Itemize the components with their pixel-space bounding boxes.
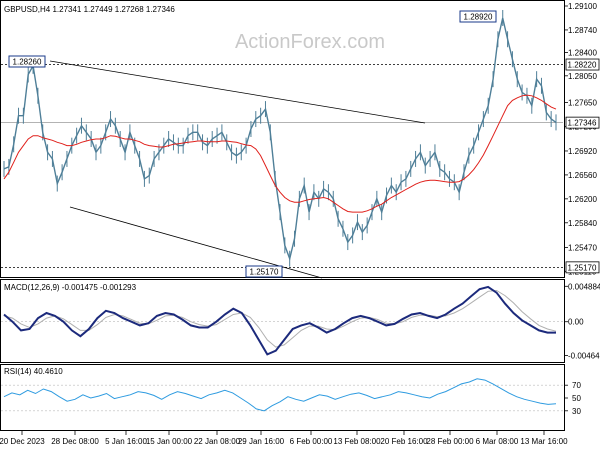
rsi-y-tick-label: 70 <box>572 381 581 390</box>
rsi-line <box>3 378 557 412</box>
x-tick-label: 22 Jan 08:00 <box>194 437 241 446</box>
rsi-y-axis: 70 50 30 <box>564 381 581 416</box>
macd-signal-line <box>3 289 557 348</box>
price-annotations: 1.28260 1.28920 1.25170 <box>8 10 497 278</box>
price-y-tick-label: 1.28050 <box>568 72 597 81</box>
channel-upper-line <box>49 60 426 124</box>
macd-layer <box>1 285 563 356</box>
macd-label: MACD(12,26,9) -0.001475 -0.001293 <box>4 283 137 292</box>
watermark: ActionForex.com <box>235 31 385 53</box>
price-y-tick-label: 1.26920 <box>568 147 597 156</box>
rsi-layer <box>1 378 563 412</box>
macd-y-tick-label: 0.004884 <box>568 282 600 291</box>
annotation-low: 1.25170 <box>245 265 283 278</box>
macd-y-axis: 0.004884 0.00 -0.004645 <box>564 282 600 360</box>
price-grid <box>1 64 563 268</box>
price-static-lines <box>49 60 426 279</box>
annotation-high-left-label: 1.28260 <box>13 58 42 67</box>
current-price-label: 1.27346 <box>568 119 597 128</box>
rsi-y-tick-label: 50 <box>572 394 581 403</box>
price-y-tick-label: 1.29100 <box>568 2 597 11</box>
price-y-axis: 1.291001.287401.284001.280501.276501.272… <box>564 2 600 276</box>
x-tick-label: 5 Jan 16:00 <box>105 437 147 446</box>
level-tag-box <box>565 261 600 274</box>
symbol-label: GBPUSD,H4 1.27341 1.27449 1.27268 1.2734… <box>4 5 175 14</box>
annotation-peak-label: 1.28920 <box>464 13 493 22</box>
price-y-tick-label: 1.27650 <box>568 98 597 107</box>
price-y-tick-label: 1.25470 <box>568 243 597 252</box>
macd-y-tick-label: 0.00 <box>568 318 584 327</box>
annotation-low-label: 1.25170 <box>250 268 279 277</box>
macd-y-tick-label: -0.004645 <box>568 351 600 360</box>
price-y-tick-label: 1.26560 <box>568 171 597 180</box>
level-tag-label: 1.28220 <box>568 61 597 70</box>
x-tick-label: 13 Mar 16:00 <box>520 437 568 446</box>
x-tick-label: 13 Feb 08:00 <box>333 437 381 446</box>
x-tick-label: 6 Feb 00:00 <box>290 437 333 446</box>
rsi-panel-frame <box>0 364 565 431</box>
price-y-tick-label: 1.28400 <box>568 49 597 58</box>
x-tick-label: 20 Feb 16:00 <box>380 437 428 446</box>
x-tick-label: 29 Jan 16:00 <box>238 437 285 446</box>
x-tick-label: 28 Feb 00:00 <box>426 437 474 446</box>
annotation-peak: 1.28920 <box>459 10 497 23</box>
level-tag-label: 1.25170 <box>568 263 597 272</box>
x-tick-label: 6 Mar 08:00 <box>476 437 519 446</box>
rsi-y-tick-label: 30 <box>572 407 581 416</box>
macd-panel-frame <box>0 279 565 363</box>
annotation-high-left: 1.28260 <box>8 55 46 68</box>
macd-main-line <box>3 285 556 356</box>
rsi-label: RSI(14) 40.4610 <box>4 367 63 376</box>
x-tick-label: 20 Dec 2023 <box>0 437 45 446</box>
x-tick-label: 28 Dec 08:00 <box>51 437 99 446</box>
price-y-tick-label: 1.28740 <box>568 26 597 35</box>
moving-average-line <box>3 94 557 213</box>
x-tick-label: 15 Jan 00:00 <box>146 437 193 446</box>
price-y-tick-label: 1.26200 <box>568 195 597 204</box>
current-price-box <box>565 116 600 129</box>
price-y-tick-label: 1.25840 <box>568 219 597 228</box>
level-tag-box <box>565 58 600 71</box>
price-series-layer <box>3 9 557 267</box>
